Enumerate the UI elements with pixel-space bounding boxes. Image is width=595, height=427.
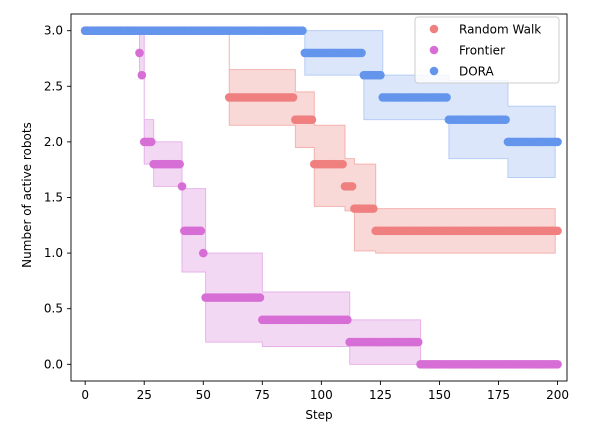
dora-series: [80, 26, 562, 147]
y-tick-label: 3.0: [44, 24, 63, 38]
y-tick-label: 2.5: [44, 79, 63, 93]
dora-point: [357, 48, 366, 58]
confidence-bands: [85, 30, 556, 365]
dora-point: [298, 26, 307, 35]
dora-point: [376, 70, 385, 80]
random-walk-point: [307, 115, 317, 124]
random-walk-point: [553, 226, 562, 236]
legend-box: [414, 16, 560, 84]
frontier-point: [147, 137, 156, 147]
frontier-point: [135, 48, 144, 58]
dora-point: [501, 115, 510, 124]
random-walk-point: [369, 204, 378, 213]
x-tick-label: 75: [255, 388, 270, 402]
frontier-legend-marker: [429, 45, 439, 55]
x-tick-label: 175: [487, 388, 510, 402]
frontier-point: [198, 248, 208, 258]
random-walk-point: [347, 182, 357, 191]
dora-confidence-band: [85, 30, 556, 178]
random-walk-legend-marker: [429, 24, 439, 34]
frontier-point: [196, 226, 206, 236]
y-tick-label: 2.0: [44, 135, 63, 149]
frontier-confidence-band: [85, 30, 556, 365]
x-tick-label: 150: [428, 388, 451, 402]
x-tick-label: 125: [369, 388, 392, 402]
frontier-legend-label: Frontier: [459, 44, 505, 58]
x-tick-label: 0: [81, 388, 89, 402]
frontier-point: [177, 182, 187, 191]
data-points: [80, 26, 562, 369]
y-tick-label: 0.0: [44, 357, 63, 371]
x-tick-label: 25: [137, 388, 152, 402]
random-walk-point: [288, 93, 298, 102]
dora-legend-marker: [429, 66, 439, 76]
dora-point: [442, 93, 451, 102]
frontier-point: [175, 159, 184, 169]
y-tick-label: 1.0: [44, 246, 63, 260]
x-tick-label: 200: [546, 388, 569, 402]
dora-legend-label: DORA: [459, 65, 495, 79]
frontier-point: [553, 360, 562, 369]
dora-point: [553, 137, 562, 147]
random-walk-point: [338, 159, 347, 169]
y-axis-label: Number of active robots: [20, 122, 34, 268]
frontier-point: [343, 315, 352, 325]
y-tick-label: 1.5: [44, 191, 63, 205]
legend: Random Walk Frontier DORA: [414, 16, 560, 84]
x-tick-label: 100: [310, 388, 333, 402]
frontier-point: [137, 70, 147, 80]
x-tick-label: 50: [196, 388, 211, 402]
axes: 0 25 50 75 100 125 150 175 200 0.0 0.5 1.0 1.5 2.0 2.5…: [44, 13, 569, 402]
y-tick-label: 0.5: [44, 302, 63, 316]
frontier-point: [413, 337, 423, 347]
frontier-point: [255, 293, 265, 302]
x-axis-label: Step: [305, 408, 332, 422]
random-walk-legend-label: Random Walk: [459, 23, 541, 37]
